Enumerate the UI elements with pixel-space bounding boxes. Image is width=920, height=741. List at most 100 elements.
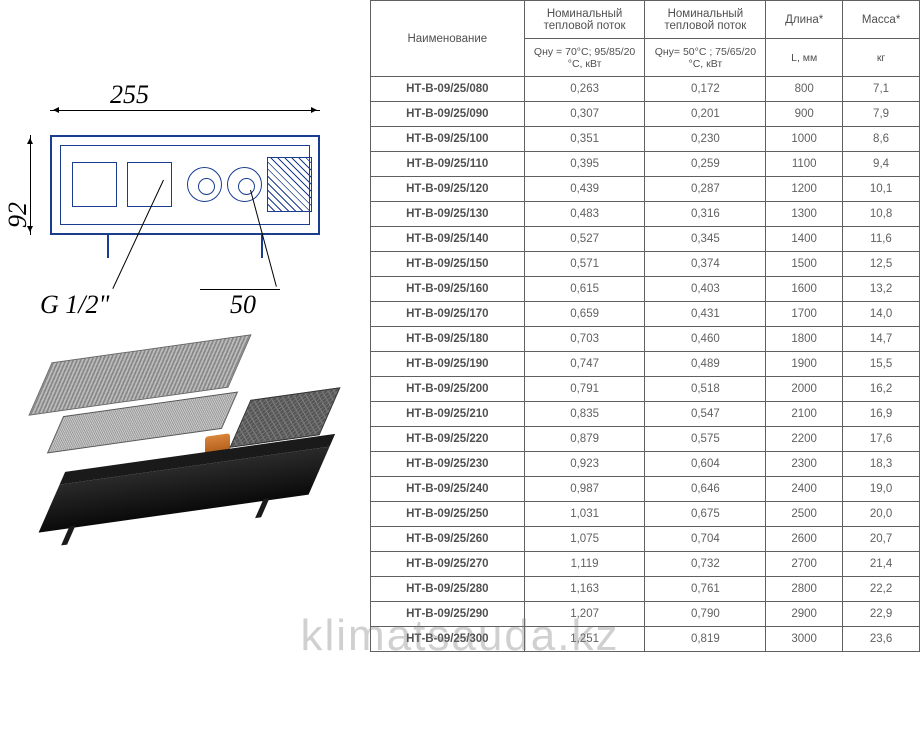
table-row: НТ-В-09/25/2400,9870,646240019,0: [371, 477, 920, 502]
table-cell: 1300: [766, 202, 843, 227]
pipe-fitting-icon: [187, 167, 222, 202]
table-cell: 17,6: [843, 427, 920, 452]
table-row: НТ-В-09/25/2601,0750,704260020,7: [371, 527, 920, 552]
table-cell: 0,489: [645, 352, 766, 377]
table-cell: 14,7: [843, 327, 920, 352]
table-row: НТ-В-09/25/2701,1190,732270021,4: [371, 552, 920, 577]
table-cell: 2700: [766, 552, 843, 577]
dimension-thread: G 1/2": [40, 290, 109, 320]
table-cell: НТ-В-09/25/180: [371, 327, 525, 352]
table-cell: 16,9: [843, 402, 920, 427]
table-cell: 0,646: [645, 477, 766, 502]
table-cell: 16,2: [843, 377, 920, 402]
table-cell: 7,9: [843, 102, 920, 127]
table-row: НТ-В-09/25/2100,8350,547210016,9: [371, 402, 920, 427]
table-cell: 2400: [766, 477, 843, 502]
table-cell: НТ-В-09/25/190: [371, 352, 525, 377]
th-heat2: Номинальный тепловой поток: [645, 1, 766, 39]
table-cell: 2300: [766, 452, 843, 477]
table-cell: НТ-В-09/25/300: [371, 627, 525, 652]
table-cell: 14,0: [843, 302, 920, 327]
table-cell: 8,6: [843, 127, 920, 152]
table-cell: 0,351: [524, 127, 645, 152]
table-cell: 21,4: [843, 552, 920, 577]
dim-arrow-horizontal: [50, 110, 320, 111]
table-row: НТ-В-09/25/2000,7910,518200016,2: [371, 377, 920, 402]
table-cell: 2100: [766, 402, 843, 427]
table-cell: НТ-В-09/25/120: [371, 177, 525, 202]
table-cell: 0,819: [645, 627, 766, 652]
technical-drawing: 255 92 G 1/2" 50: [20, 80, 340, 310]
table-row: НТ-В-09/25/2901,2070,790290022,9: [371, 602, 920, 627]
table-cell: 1,163: [524, 577, 645, 602]
table-cell: 0,747: [524, 352, 645, 377]
table-cell: 2200: [766, 427, 843, 452]
table-header-row-1: Наименование Номинальный тепловой поток …: [371, 1, 920, 39]
table-cell: 20,7: [843, 527, 920, 552]
table-cell: НТ-В-09/25/140: [371, 227, 525, 252]
table-cell: 0,790: [645, 602, 766, 627]
table-cell: 12,5: [843, 252, 920, 277]
table-cell: НТ-В-09/25/080: [371, 77, 525, 102]
th-length-sub: L, мм: [766, 39, 843, 77]
table-row: НТ-В-09/25/2200,8790,575220017,6: [371, 427, 920, 452]
table-cell: 0,527: [524, 227, 645, 252]
table-cell: НТ-В-09/25/160: [371, 277, 525, 302]
table-cell: 0,923: [524, 452, 645, 477]
table-cell: 0,675: [645, 502, 766, 527]
table-cell: 0,345: [645, 227, 766, 252]
table-row: НТ-В-09/25/0900,3070,2019007,9: [371, 102, 920, 127]
table-cell: 0,518: [645, 377, 766, 402]
table-cell: НТ-В-09/25/290: [371, 602, 525, 627]
table-row: НТ-В-09/25/2300,9230,604230018,3: [371, 452, 920, 477]
table-cell: НТ-В-09/25/250: [371, 502, 525, 527]
dimension-height: 92: [3, 202, 33, 228]
table-cell: 800: [766, 77, 843, 102]
table-cell: НТ-В-09/25/210: [371, 402, 525, 427]
section-outline: [50, 135, 320, 235]
th-heat2-sub: Qну= 50°С ; 75/65/20 °С, кВт: [645, 39, 766, 77]
pipe-fitting-icon: [227, 167, 262, 202]
table-cell: 0,571: [524, 252, 645, 277]
table-cell: 10,8: [843, 202, 920, 227]
table-cell: 0,403: [645, 277, 766, 302]
table-cell: 0,732: [645, 552, 766, 577]
table-cell: 0,259: [645, 152, 766, 177]
table-cell: 1500: [766, 252, 843, 277]
table-cell: НТ-В-09/25/110: [371, 152, 525, 177]
table-cell: 0,316: [645, 202, 766, 227]
table-cell: НТ-В-09/25/150: [371, 252, 525, 277]
table-cell: НТ-В-09/25/090: [371, 102, 525, 127]
table-cell: 18,3: [843, 452, 920, 477]
table-cell: 20,0: [843, 502, 920, 527]
dim-arrow-vertical: [30, 135, 31, 235]
table-cell: НТ-В-09/25/260: [371, 527, 525, 552]
table-cell: 9,4: [843, 152, 920, 177]
table-cell: 13,2: [843, 277, 920, 302]
table-cell: 0,835: [524, 402, 645, 427]
th-length: Длина*: [766, 1, 843, 39]
table-cell: 0,791: [524, 377, 645, 402]
table-cell: НТ-В-09/25/240: [371, 477, 525, 502]
table-row: НТ-В-09/25/1300,4830,316130010,8: [371, 202, 920, 227]
th-mass: Масса*: [843, 1, 920, 39]
table-row: НТ-В-09/25/1500,5710,374150012,5: [371, 252, 920, 277]
table-cell: 2600: [766, 527, 843, 552]
table-cell: 1,251: [524, 627, 645, 652]
table-row: НТ-В-09/25/3001,2510,819300023,6: [371, 627, 920, 652]
table-cell: 0,263: [524, 77, 645, 102]
table-cell: 900: [766, 102, 843, 127]
table-cell: 0,987: [524, 477, 645, 502]
table-cell: 1700: [766, 302, 843, 327]
table-cell: 0,230: [645, 127, 766, 152]
table-cell: 1100: [766, 152, 843, 177]
table-cell: 1000: [766, 127, 843, 152]
table-cell: 7,1: [843, 77, 920, 102]
table-cell: 0,879: [524, 427, 645, 452]
th-heat1: Номинальный тепловой поток: [524, 1, 645, 39]
table-cell: 0,659: [524, 302, 645, 327]
table-cell: 0,460: [645, 327, 766, 352]
table-cell: 22,2: [843, 577, 920, 602]
table-cell: 1,031: [524, 502, 645, 527]
table-row: НТ-В-09/25/0800,2630,1728007,1: [371, 77, 920, 102]
